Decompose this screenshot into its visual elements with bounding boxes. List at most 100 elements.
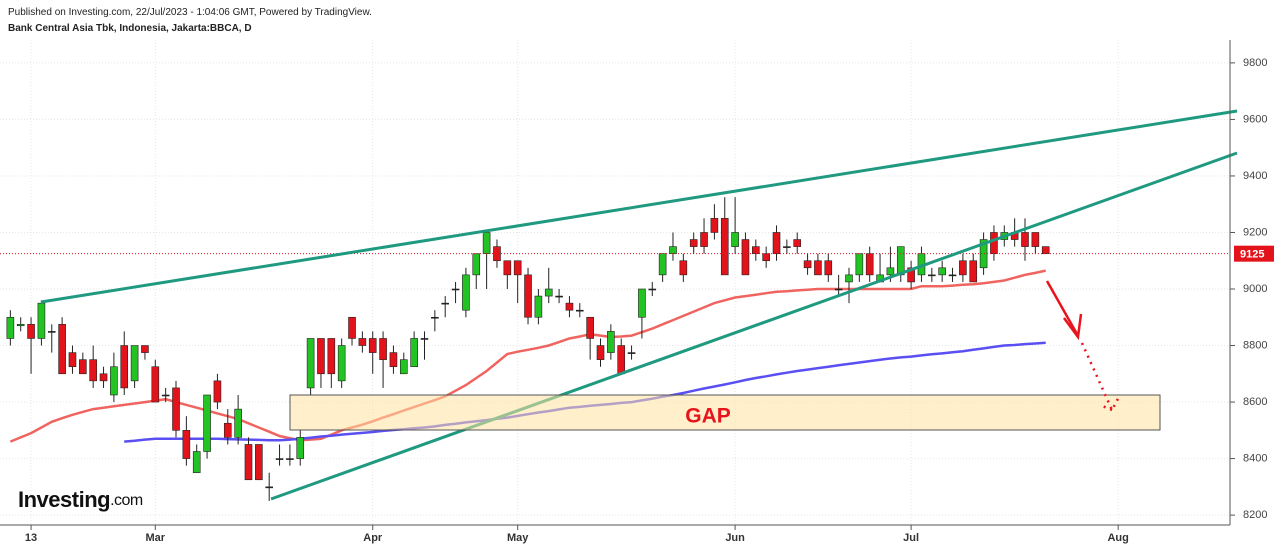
candle-body (938, 267, 946, 276)
candle-body (451, 288, 460, 291)
candle-body (731, 232, 739, 247)
candle-body (658, 253, 667, 276)
y-tick-label: 8200 (1243, 509, 1267, 521)
candle-body (99, 373, 108, 382)
candle-body (420, 338, 429, 340)
x-tick-label: Jun (725, 532, 745, 544)
candle-body (607, 331, 615, 353)
candle-body (524, 274, 532, 318)
plot (0, 197, 1230, 501)
x-tick-label: Apr (363, 532, 383, 544)
logo: Investing.com (18, 487, 143, 512)
candle-body (410, 338, 418, 368)
candle-body (679, 260, 688, 276)
y-tick-label: 9600 (1243, 113, 1267, 125)
candle-body (47, 331, 56, 333)
candle-body (317, 338, 325, 375)
candle-body (544, 288, 553, 297)
candle-body (120, 345, 129, 389)
candle-body (1031, 232, 1040, 247)
candle-body (265, 486, 273, 489)
candle-body (700, 232, 708, 247)
drawings: GAP (40, 109, 1238, 501)
candle-body (244, 444, 253, 481)
trend-line (40, 109, 1238, 304)
y-tick-label: 9200 (1243, 226, 1267, 238)
candle-body (783, 246, 791, 248)
gap-label: GAP (685, 405, 731, 428)
candle-body (555, 295, 563, 298)
candle-body (58, 324, 66, 375)
candle-body (534, 295, 543, 318)
candle-body (928, 274, 936, 277)
candle-body (482, 232, 491, 254)
candle-body (89, 359, 97, 382)
candle-body (627, 352, 636, 354)
candle-body (803, 260, 812, 269)
candle-body (907, 267, 915, 283)
candle-body (720, 218, 729, 276)
candle-body (286, 458, 294, 460)
candle-body (327, 338, 336, 375)
candle-body (255, 444, 263, 481)
candle-body (710, 218, 719, 233)
candle-body (793, 239, 802, 247)
x-tick-label: May (507, 532, 529, 544)
candle-body (348, 316, 356, 339)
x-tick-label: Mar (146, 532, 166, 544)
candle-body (886, 267, 895, 276)
y-tick-label: 8600 (1243, 396, 1267, 408)
candle-body (27, 324, 35, 339)
candle-body (990, 232, 998, 254)
candle-body (959, 260, 967, 276)
candle-body (865, 253, 874, 276)
x-tick-label: 13 (25, 532, 37, 544)
candle-body (689, 239, 698, 247)
candle-body (948, 274, 957, 277)
candle-body (16, 324, 25, 327)
arrow (1045, 280, 1079, 335)
candle-body (575, 309, 584, 312)
candle-body (741, 239, 750, 276)
candle-body (669, 246, 677, 254)
candle-body (462, 274, 470, 311)
trend-line (270, 151, 1238, 501)
last-price-label: 9125 (1240, 249, 1264, 261)
candle-body (110, 366, 118, 396)
candle-body (275, 458, 284, 460)
candle-body (896, 246, 905, 276)
candle-body (617, 345, 626, 375)
candle-body (368, 338, 377, 353)
candle-body (596, 345, 605, 360)
candle-body (648, 288, 657, 291)
projection (1080, 342, 1122, 413)
y-tick-label: 8400 (1243, 452, 1267, 464)
candle-body (306, 338, 315, 389)
candle-body (472, 253, 481, 276)
candle-body (379, 338, 387, 360)
candle-body (638, 288, 646, 318)
candle-body (203, 394, 211, 452)
candle-body (399, 359, 408, 375)
published-note: Published on Investing.com, 22/Jul/2023 … (8, 7, 372, 18)
y-tick-label: 9000 (1243, 283, 1267, 295)
x-tick-label: Aug (1107, 532, 1128, 544)
candle-body (358, 338, 367, 346)
candle-body (223, 422, 232, 438)
candle-body (192, 451, 201, 474)
last-price-box (1234, 245, 1274, 262)
candle-body (762, 253, 770, 262)
candle-body (141, 345, 149, 353)
candle-body (513, 260, 522, 276)
candle-body (6, 316, 15, 339)
candle-body (431, 316, 439, 319)
candle-body (493, 246, 501, 262)
candle-body (389, 352, 398, 368)
candle-body (37, 302, 46, 339)
y-tick-label: 8800 (1243, 339, 1267, 351)
candle-body (855, 253, 864, 276)
candle-body (772, 232, 781, 254)
candle-body (130, 345, 139, 382)
candle-body (68, 352, 77, 368)
candle-body (296, 437, 305, 459)
